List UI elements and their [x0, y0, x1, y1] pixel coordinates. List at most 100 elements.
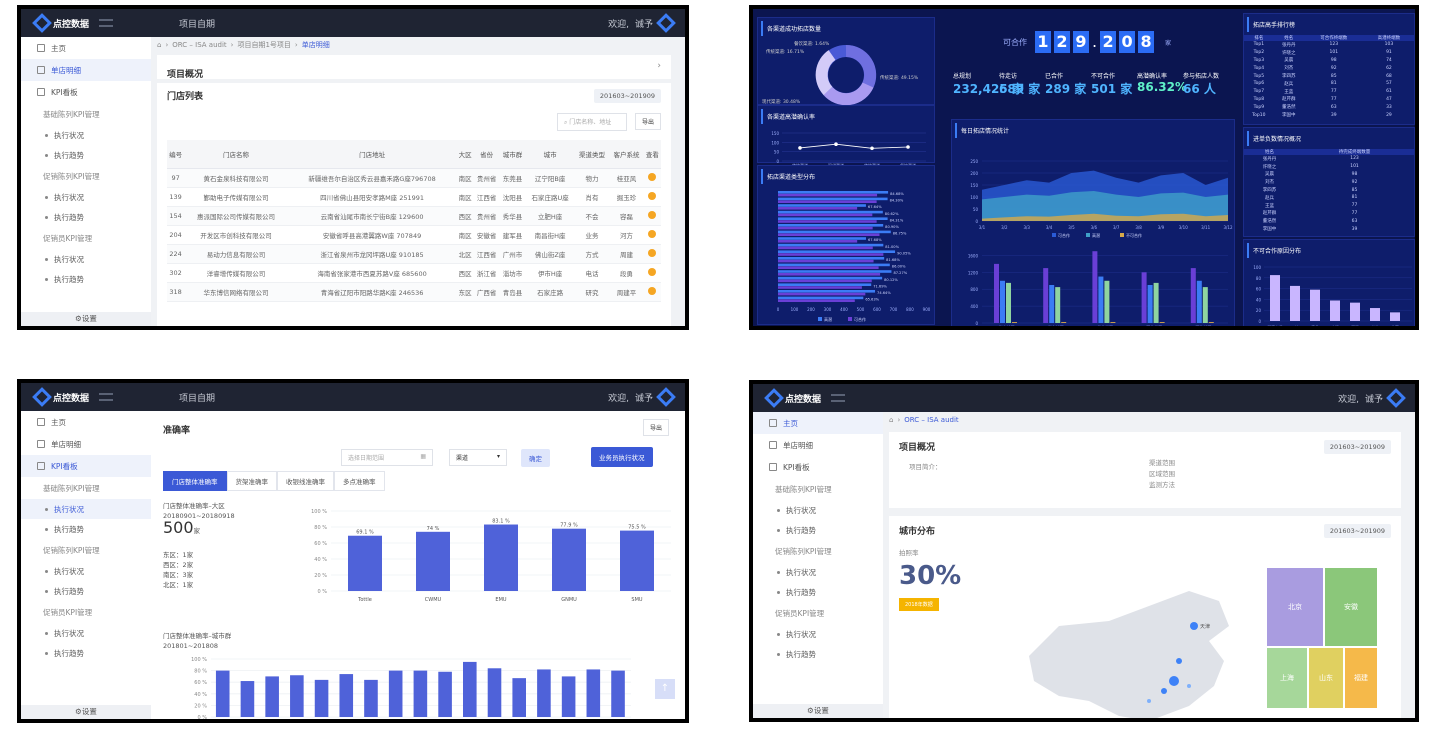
- table-row[interactable]: 赵芹群 77: [1244, 210, 1414, 218]
- view-icon[interactable]: [648, 191, 657, 200]
- table-row[interactable]: 李国中 39: [1244, 225, 1414, 233]
- table-row[interactable]: 许晓之 101: [1244, 163, 1414, 171]
- tab-4[interactable]: 多点准确率: [334, 471, 385, 491]
- view-icon[interactable]: [648, 267, 657, 276]
- table-row[interactable]: Top3 吴晨 98 74: [1244, 57, 1414, 65]
- table-row[interactable]: 97 黄石金泉科技有限公司 新疆维吾尔自治区秀云县嘉禾路G座796708 南区 贵州省东…: [167, 168, 661, 188]
- table-row[interactable]: 224 易动力信息有限公司 浙江省泉州市龙冈坪路U座 910185 北区 江西省 广州市佛…: [167, 244, 661, 264]
- treemap-cell[interactable]: 安徽: [1325, 568, 1377, 646]
- sidebar-item-status[interactable]: 执行状况: [753, 562, 883, 582]
- column-header[interactable]: 客户系统: [609, 140, 644, 169]
- table-row[interactable]: 李四苏 85: [1244, 186, 1414, 194]
- exec-status-button[interactable]: 业务员执行状况: [591, 447, 653, 467]
- sidebar-item-home[interactable]: 主页: [21, 411, 151, 433]
- column-header[interactable]: 查看: [643, 140, 661, 169]
- table-row[interactable]: 318 华东博信网络有限公司 青海省辽阳市阳路华路K座 246536 东区 广西省 青岛县…: [167, 282, 661, 302]
- export-button[interactable]: 导出: [634, 113, 661, 130]
- menu-icon[interactable]: [99, 393, 114, 401]
- column-header[interactable]: 编号: [167, 140, 185, 169]
- user-name[interactable]: 诚予: [634, 19, 653, 30]
- menu-icon[interactable]: [99, 19, 114, 27]
- table-row[interactable]: 139 鄞助电子传媒有限公司 四川省佛山县阳安孝路M座 251991 南区 江西省 沈阳县…: [167, 187, 661, 207]
- table-row[interactable]: Top7 王蓝 77 61: [1244, 88, 1414, 96]
- tab-3[interactable]: 收银线准确率: [277, 471, 334, 491]
- sidebar-item-kpi[interactable]: KPI看板: [21, 81, 151, 103]
- search-input[interactable]: ⌕ 门店名称、地址: [557, 113, 627, 131]
- table-row[interactable]: 吴晨 98: [1244, 171, 1414, 179]
- sidebar-item-trend[interactable]: 执行趋势: [21, 519, 151, 539]
- settings-button[interactable]: ⚙设置: [753, 704, 883, 718]
- view-icon[interactable]: [648, 229, 657, 238]
- overview-card[interactable]: 项目概况 ›: [157, 55, 671, 80]
- tab-2[interactable]: 货架准确率: [226, 471, 277, 491]
- table-row[interactable]: Top6 赵兵 81 57: [1244, 80, 1414, 88]
- table-row[interactable]: Top1 张丹丹 123 103: [1244, 41, 1414, 49]
- project-menu[interactable]: 项目自期: [179, 393, 216, 404]
- column-header[interactable]: 省份: [473, 140, 500, 169]
- breadcrumb-item[interactable]: 项目自期1号项目: [237, 41, 291, 49]
- sidebar-item-home[interactable]: 主页: [21, 37, 151, 59]
- view-icon[interactable]: [648, 248, 657, 257]
- sidebar-item-trend[interactable]: 执行趋势: [21, 643, 151, 663]
- sidebar-item-trend[interactable]: 执行趋势: [21, 145, 151, 165]
- map-dot[interactable]: [1187, 684, 1191, 688]
- table-row[interactable]: 302 洋睿增传媒有限公司 海南省张家港市西夏苏路V座 685600 西区 浙江省 淄坊市…: [167, 263, 661, 283]
- table-row[interactable]: 204 开发区市创科技有限公司 安徽省呼县高港翼路W座 707849 南区 安徽省 建军县…: [167, 225, 661, 245]
- sidebar-item-trend[interactable]: 执行趋势: [21, 269, 151, 289]
- sidebar-item-status[interactable]: 执行状况: [21, 125, 151, 145]
- table-row[interactable]: 董浩然 63: [1244, 217, 1414, 225]
- table-row[interactable]: Top4 刘杰 92 62: [1244, 64, 1414, 72]
- map-dot[interactable]: [1169, 676, 1179, 686]
- sidebar-item-kpi[interactable]: KPI看板: [753, 456, 883, 478]
- sidebar-item-trend[interactable]: 执行趋势: [21, 207, 151, 227]
- column-header[interactable]: 城市群: [499, 140, 526, 169]
- treemap-cell[interactable]: 山东: [1309, 648, 1343, 708]
- sidebar-item-status[interactable]: 执行状况: [753, 500, 883, 520]
- table-row[interactable]: Top8 赵芹群 77 47: [1244, 96, 1414, 104]
- sidebar-item-store-detail[interactable]: 单店明细: [21, 433, 151, 455]
- table-row[interactable]: 154 惠派国际公司传媒有限公司 云南省汕尾市南长宁街B座 129600 西区 贵州省秀…: [167, 206, 661, 226]
- brand[interactable]: 点控数据: [753, 388, 883, 408]
- column-header[interactable]: 大区: [456, 140, 474, 169]
- sidebar-item-status[interactable]: 执行状况: [21, 249, 151, 269]
- sidebar-item-trend[interactable]: 执行趋势: [753, 582, 883, 602]
- map-dot[interactable]: [1161, 688, 1167, 694]
- treemap-cell[interactable]: 上海: [1267, 648, 1307, 708]
- table-row[interactable]: 赵兵 81: [1244, 194, 1414, 202]
- settings-button[interactable]: ⚙设置: [21, 705, 151, 719]
- table-row[interactable]: Top5 李四苏 85 68: [1244, 72, 1414, 80]
- table-row[interactable]: 刘杰 92: [1244, 178, 1414, 186]
- back-to-top-button[interactable]: ↑: [655, 679, 675, 699]
- sidebar-item-store-detail[interactable]: 单店明细: [21, 59, 151, 81]
- user-name[interactable]: 诚予: [634, 393, 653, 404]
- column-header[interactable]: 门店名称: [184, 140, 288, 169]
- sidebar-item-trend[interactable]: 执行趋势: [753, 520, 883, 540]
- table-row[interactable]: 张丹丹 123: [1244, 155, 1414, 163]
- table-row[interactable]: Top2 许晓之 101 91: [1244, 49, 1414, 57]
- column-header[interactable]: 渠道类型: [574, 140, 610, 169]
- user-name[interactable]: 诚予: [1364, 394, 1383, 405]
- chevron-right-icon[interactable]: ›: [657, 61, 661, 71]
- menu-icon[interactable]: [831, 394, 846, 402]
- sidebar-item-status[interactable]: 执行状况: [21, 561, 151, 581]
- map-dot[interactable]: [1190, 622, 1198, 630]
- tab-1[interactable]: 门店整体准确率: [163, 471, 227, 491]
- breadcrumb-item[interactable]: ORC – ISA audit: [172, 41, 227, 49]
- treemap-cell[interactable]: 福建: [1345, 648, 1377, 708]
- view-icon[interactable]: [648, 286, 657, 295]
- project-menu[interactable]: 项目自期: [179, 19, 216, 30]
- table-row[interactable]: Top10 李国中 39 29: [1244, 111, 1414, 119]
- view-icon[interactable]: [648, 172, 657, 181]
- sidebar-item-store-detail[interactable]: 单店明细: [753, 434, 883, 456]
- sidebar-item-trend[interactable]: 执行趋势: [753, 644, 883, 664]
- channel-select[interactable]: 渠道 ▾: [449, 449, 507, 466]
- export-button[interactable]: 导出: [642, 419, 669, 436]
- column-header[interactable]: 门店地址: [287, 140, 457, 169]
- sidebar-item-status[interactable]: 执行状况: [21, 499, 151, 519]
- sidebar-item-trend[interactable]: 执行趋势: [21, 581, 151, 601]
- column-header[interactable]: 城市: [525, 140, 575, 169]
- brand[interactable]: 点控数据: [21, 13, 151, 33]
- settings-button[interactable]: ⚙设置: [21, 312, 151, 326]
- home-icon[interactable]: ⌂: [157, 41, 162, 49]
- date-range-input[interactable]: 选择日期范围 ▦: [341, 449, 433, 466]
